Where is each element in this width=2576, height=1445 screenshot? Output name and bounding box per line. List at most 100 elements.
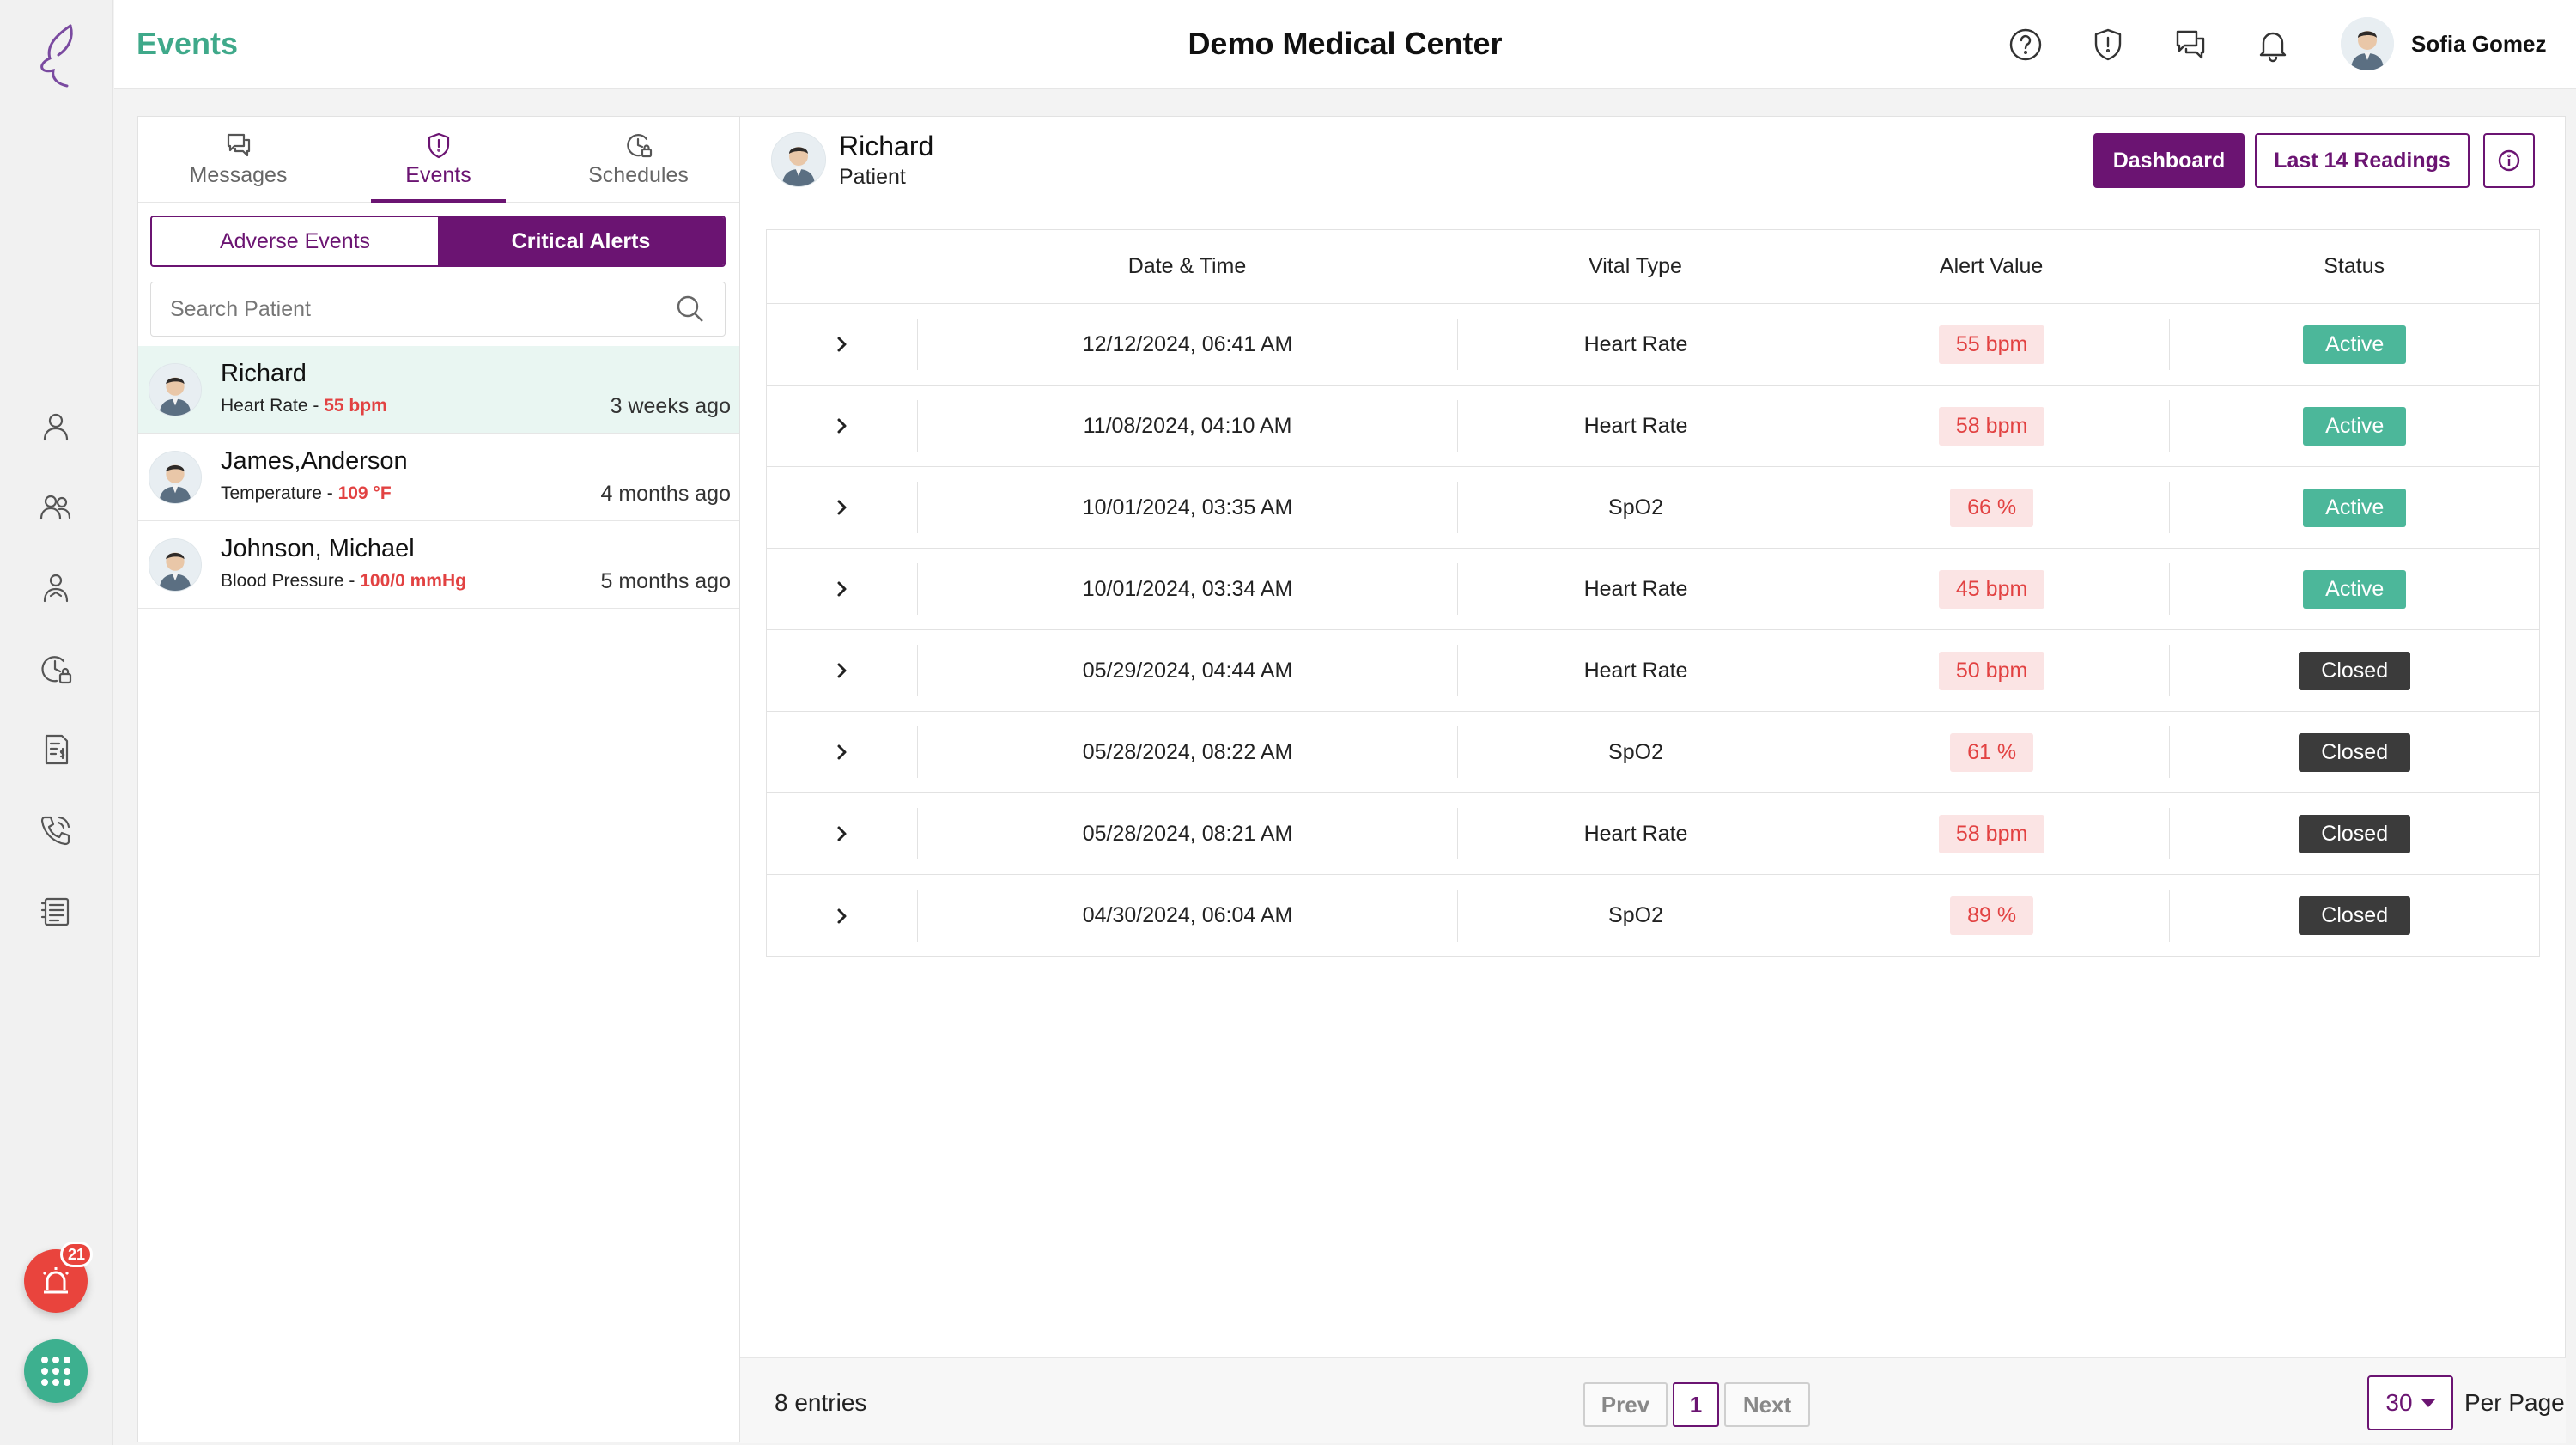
next-page-button[interactable]: Next: [1724, 1382, 1810, 1427]
shield-alert-icon[interactable]: [2087, 24, 2129, 65]
vital-value: 109 °F: [337, 483, 392, 503]
adverse-events-button[interactable]: Adverse Events: [152, 217, 438, 265]
tab-messages[interactable]: Messages: [138, 117, 338, 202]
chevron-right-icon: [837, 744, 847, 760]
expand-row-button[interactable]: [767, 319, 917, 370]
alerts-table: Date & Time Vital Type Alert Value Statu…: [766, 229, 2540, 957]
page-number-button[interactable]: 1: [1673, 1382, 1719, 1427]
chevron-right-icon: [837, 337, 847, 352]
patient-header: Richard Patient Dashboard Last 14 Readin…: [740, 117, 2566, 203]
alert-value-badge: 58 bpm: [1938, 814, 2045, 853]
column-header[interactable]: Date & Time: [1127, 254, 1247, 278]
last-readings-button[interactable]: Last 14 Readings: [2255, 133, 2470, 188]
dialpad-button[interactable]: [24, 1339, 88, 1403]
column-header[interactable]: Alert Value: [1939, 254, 2044, 278]
prev-page-button[interactable]: Prev: [1583, 1382, 1668, 1427]
table-footer: 8 entries Prev 1 Next 30 Per Page: [740, 1357, 2566, 1443]
patient-name: Johnson, Michael: [221, 535, 415, 562]
vital-type: Heart Rate: [1457, 563, 1814, 615]
app-logo[interactable]: [21, 19, 93, 91]
patient-name: James,Anderson: [221, 447, 408, 475]
bell-icon[interactable]: [2252, 24, 2293, 65]
vital-type: SpO2: [1457, 482, 1814, 533]
alert-datetime: 05/28/2024, 08:21 AM: [916, 808, 1457, 859]
top-bar: Events Demo Medical Center Sofia Gomez: [114, 0, 2576, 89]
table-row[interactable]: 05/28/2024, 08:22 AM SpO2 61 % Closed: [767, 712, 2539, 793]
expand-row-button[interactable]: [767, 645, 917, 696]
table-row[interactable]: 12/12/2024, 06:41 AM Heart Rate 55 bpm A…: [767, 304, 2539, 386]
chevron-right-icon: [837, 826, 847, 841]
search-box: [150, 282, 726, 337]
caret-down-icon: [2421, 1399, 2435, 1407]
status-badge: Closed: [2299, 651, 2411, 690]
alert-time: 3 weeks ago: [610, 394, 731, 418]
chevron-right-icon: [837, 418, 847, 434]
tab-events[interactable]: Events: [338, 117, 538, 203]
clock-lock-icon[interactable]: [33, 646, 79, 692]
table-row[interactable]: 10/01/2024, 03:34 AM Heart Rate 45 bpm A…: [767, 549, 2539, 630]
table-row[interactable]: 04/30/2024, 06:04 AM SpO2 89 % Closed: [767, 875, 2539, 956]
search-patient-input[interactable]: [170, 296, 675, 322]
phone-icon[interactable]: [33, 807, 79, 853]
status-badge: Active: [2303, 488, 2407, 527]
status-badge: Closed: [2299, 732, 2411, 772]
expand-row-button[interactable]: [767, 726, 917, 778]
expand-row-button[interactable]: [767, 482, 917, 533]
per-page-label: Per Page: [2464, 1389, 2565, 1416]
table-row[interactable]: 10/01/2024, 03:35 AM SpO2 66 % Active: [767, 467, 2539, 549]
patient-avatar: [149, 451, 202, 504]
status-badge: Closed: [2299, 814, 2411, 853]
expand-row-button[interactable]: [767, 563, 917, 615]
expand-row-button[interactable]: [767, 400, 917, 452]
patient-vital: Blood Pressure - 100/0 mmHg: [221, 571, 466, 592]
vital-label: Heart Rate -: [221, 396, 325, 416]
vital-type: Heart Rate: [1457, 319, 1814, 370]
per-page-value: 30: [2385, 1389, 2413, 1416]
info-button[interactable]: [2483, 133, 2535, 188]
patient-vital: Heart Rate - 55 bpm: [221, 396, 387, 416]
table-row[interactable]: 11/08/2024, 04:10 AM Heart Rate 58 bpm A…: [767, 386, 2539, 467]
expand-row-button[interactable]: [767, 890, 917, 942]
status-badge: Closed: [2299, 896, 2411, 935]
patient-list-item[interactable]: Johnson, Michael Blood Pressure - 100/0 …: [138, 521, 739, 609]
chat-icon: [227, 133, 250, 157]
notes-icon[interactable]: [33, 888, 79, 934]
tab-schedules[interactable]: Schedules: [538, 117, 738, 202]
caregiver-icon[interactable]: [33, 565, 79, 611]
table-row[interactable]: 05/28/2024, 08:21 AM Heart Rate 58 bpm C…: [767, 793, 2539, 875]
patient-name: Richard: [839, 131, 934, 161]
entries-count: 8 entries: [775, 1389, 867, 1416]
chat-icon[interactable]: [2170, 24, 2211, 65]
alarm-count-badge: 21: [60, 1242, 94, 1267]
events-list-panel: Messages Events Schedules Adverse Events…: [137, 116, 740, 1442]
patient-list-item[interactable]: James,Anderson Temperature - 109 °F 4 mo…: [138, 434, 739, 521]
event-type-toggle: Adverse Events Critical Alerts: [150, 216, 726, 267]
chevron-right-icon: [837, 500, 847, 515]
person-icon[interactable]: [33, 404, 79, 450]
alert-value-badge: 61 %: [1950, 732, 2034, 772]
patient-name: Richard: [221, 360, 307, 387]
left-rail: 21: [0, 0, 113, 1445]
column-header[interactable]: Vital Type: [1589, 254, 1682, 278]
expand-row-button[interactable]: [767, 808, 917, 859]
user-name[interactable]: Sofia Gomez: [2411, 31, 2547, 57]
table-row[interactable]: 05/29/2024, 04:44 AM Heart Rate 50 bpm C…: [767, 630, 2539, 712]
alert-detail-panel: Richard Patient Dashboard Last 14 Readin…: [740, 116, 2566, 1443]
dashboard-button[interactable]: Dashboard: [2093, 133, 2245, 188]
status-badge: Active: [2303, 325, 2407, 364]
vital-type: Heart Rate: [1457, 808, 1814, 859]
search-icon[interactable]: [675, 294, 706, 325]
billing-icon[interactable]: [33, 726, 79, 773]
schedule-icon: [626, 134, 652, 158]
group-icon[interactable]: [33, 484, 79, 531]
patient-list-item[interactable]: Richard Heart Rate - 55 bpm 3 weeks ago: [138, 346, 739, 434]
user-avatar[interactable]: [2341, 17, 2394, 70]
siren-icon: [42, 1267, 70, 1294]
alert-value-badge: 45 bpm: [1938, 569, 2045, 609]
per-page-select[interactable]: 30: [2367, 1375, 2453, 1430]
alert-value-badge: 50 bpm: [1938, 651, 2045, 690]
critical-alerts-button[interactable]: Critical Alerts: [438, 217, 724, 265]
page-title: Events: [137, 26, 239, 61]
help-icon[interactable]: [2005, 24, 2046, 65]
column-header[interactable]: Status: [2324, 254, 2385, 278]
